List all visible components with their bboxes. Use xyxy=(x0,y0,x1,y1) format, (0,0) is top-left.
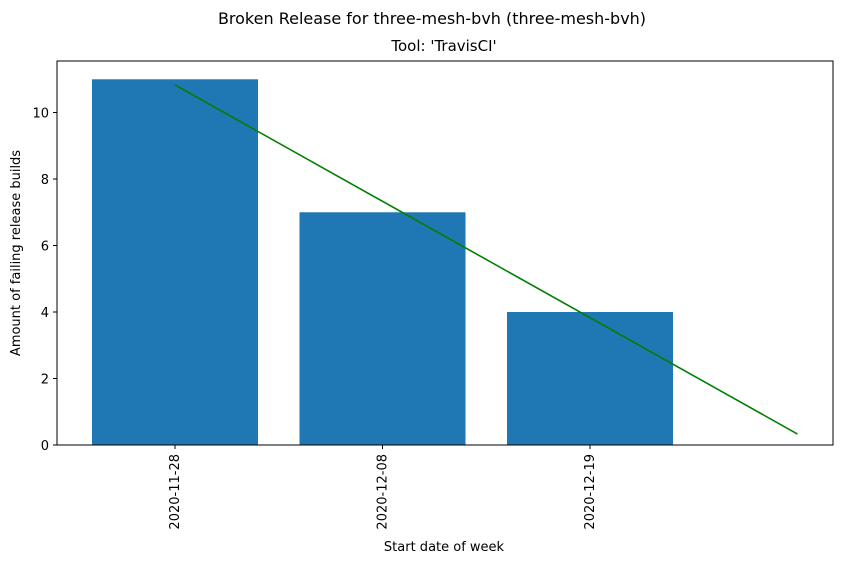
y-tick-label-6: 6 xyxy=(41,240,49,255)
x-axis: 2020-11-28 2020-12-08 2020-12-19 xyxy=(168,445,598,530)
y-axis: 0 2 4 6 8 10 xyxy=(32,107,57,454)
trend-line xyxy=(174,84,798,435)
x-axis-label: Start date of week xyxy=(384,540,505,555)
x-tick-label-2020-12-19: 2020-12-19 xyxy=(583,454,598,530)
y-tick-label-10: 10 xyxy=(32,107,49,122)
y-axis-label: Amount of failing release builds xyxy=(9,150,24,356)
chart-subtitle: Tool: 'TravisCI' xyxy=(390,37,496,55)
chart-title: Broken Release for three-mesh-bvh (three… xyxy=(218,9,646,28)
plot-frame xyxy=(56,60,834,446)
bar-2020-12-19 xyxy=(507,312,673,445)
x-tick-label-2020-12-08: 2020-12-08 xyxy=(376,454,391,530)
y-tick-label-8: 8 xyxy=(41,173,49,188)
y-tick-label-4: 4 xyxy=(41,306,49,321)
y-tick-label-0: 0 xyxy=(41,439,49,454)
bar-2020-12-08 xyxy=(299,212,466,445)
y-tick-label-2: 2 xyxy=(41,373,49,388)
bar-2020-11-28 xyxy=(92,79,258,446)
bars-group xyxy=(92,79,673,446)
trend-line-group xyxy=(174,84,798,435)
x-tick-label-2020-11-28: 2020-11-28 xyxy=(168,454,183,530)
